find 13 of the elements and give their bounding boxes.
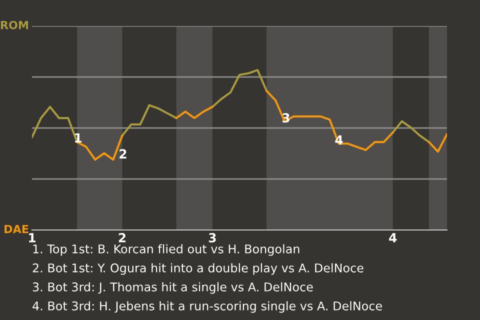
text: 4. Bot 3rd: H. Jebens hit a run-scoring single vs A. DelNoce (32, 301, 382, 313)
text: 2. Bot 1st: Y. Ogura hit into a double play vs A. DelNoce (32, 263, 364, 275)
text: 3. Bot 3rd: J. Thomas hit a single vs A. DelNoce (32, 282, 313, 294)
annotation: 3 (282, 113, 290, 123)
text: 1. Top 1st: B. Korcan flied out vs H. Bongolan (33, 244, 300, 256)
x-tick-label: 4 (389, 233, 397, 242)
annotation: 2 (120, 149, 126, 158)
annotation: 1 (75, 133, 82, 142)
x-tick-label: 3 (208, 233, 216, 242)
x-tick-label: 2 (118, 233, 126, 242)
text: DAE (4, 224, 28, 234)
text: ROM (0, 20, 28, 30)
x-tick-label: 1 (29, 233, 36, 242)
